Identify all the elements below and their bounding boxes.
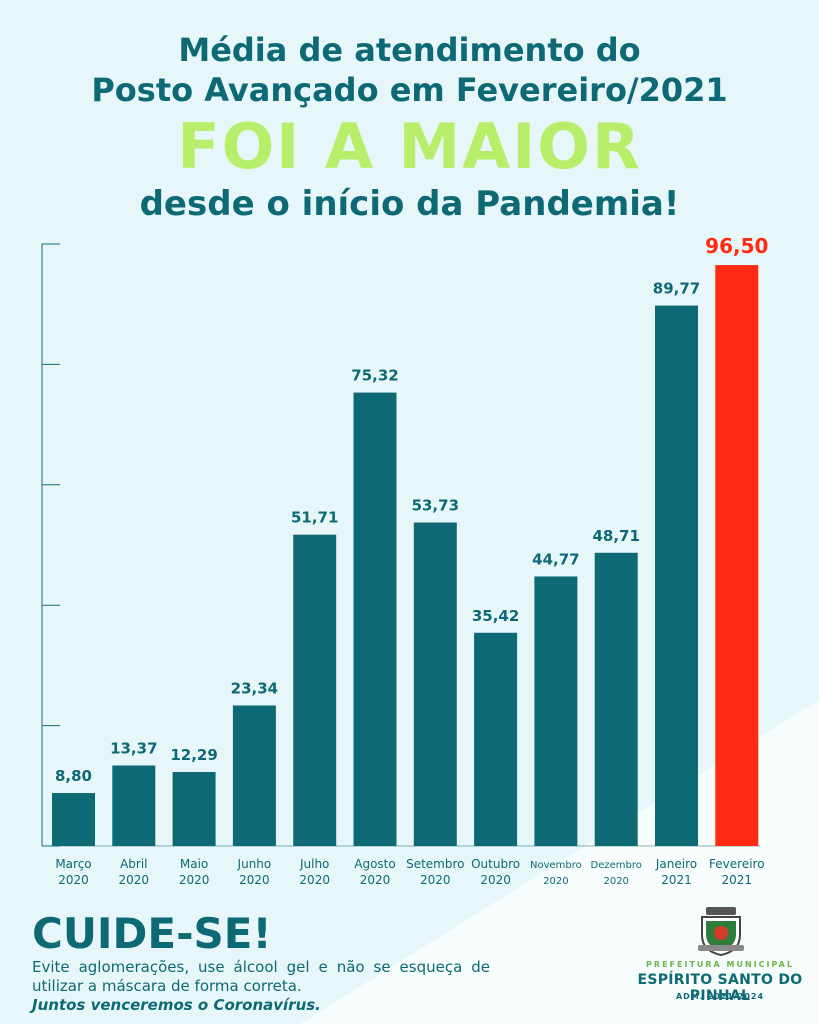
data-label-7: 35,42 [472,607,519,625]
headline-line-1: Média de atendimento do Posto Avançado e… [0,30,819,110]
x-tick-year-8: 2020 [543,876,568,887]
bar-7 [474,632,518,846]
x-tick-year-2: 2020 [179,873,210,887]
x-tick-year-6: 2020 [420,873,451,887]
x-tick-label-3: Junho [237,857,272,871]
headline-highlight: FOI A MAIOR [177,110,642,183]
logo-line-1: PREFEITURA MUNICIPAL [646,960,794,969]
bar-11 [715,265,759,846]
x-tick-label-1: Abril [120,857,147,871]
data-label-10: 89,77 [653,280,700,298]
x-tick-year-4: 2020 [299,873,330,887]
x-tick-year-1: 2020 [119,873,150,887]
data-label-5: 75,32 [351,367,398,385]
headline-text-2: Posto Avançado em Fevereiro/2021 [91,71,728,109]
data-label-0: 8,80 [55,767,92,785]
bar-6 [413,522,457,846]
data-label-9: 48,71 [592,527,639,545]
x-tick-label-0: Março [55,857,91,871]
x-tick-label-2: Maio [180,857,208,871]
footer-title: CUIDE-SE! [32,909,272,958]
headline-text-1: Média de atendimento do [178,31,641,69]
data-label-6: 53,73 [412,497,459,515]
bar-chart: 8,80 Março 2020 13,37 Abril 2020 12,29 Maio 2020… [41,234,768,887]
footer-message-text: Evite aglomerações, use álcool gel e não… [32,958,490,995]
x-tick-label-4: Julho [299,857,329,871]
x-tick-year-10: 2021 [661,873,692,887]
x-tick-year-11: 2021 [722,873,753,887]
x-tick-label-7: Outubro [471,857,520,871]
x-tick-label-11: Fevereiro [709,857,765,871]
data-label-11: 96,50 [705,234,768,258]
bar-5 [353,392,397,846]
x-tick-year-7: 2020 [480,873,511,887]
crest-icon [698,907,744,957]
bar-0 [52,793,95,846]
x-tick-year-9: 2020 [603,876,628,887]
x-tick-year-5: 2020 [360,873,391,887]
x-tick-label-8: Novembro [530,860,582,871]
x-tick-year-3: 2020 [239,873,270,887]
municipal-logo: PREFEITURA MUNICIPAL ESPÍRITO SANTO DO P… [620,900,819,1020]
x-tick-label-6: Setembro [406,857,464,871]
bar-4 [293,534,337,846]
bar-2 [172,772,216,846]
bar-9 [594,552,638,846]
data-label-1: 13,37 [110,740,157,758]
x-tick-label-9: Dezembro [591,860,642,871]
logo-line-2: ESPÍRITO SANTO DO PINHAL [637,972,803,1004]
bar-1 [112,765,156,846]
bar-10 [655,305,698,846]
data-label-8: 44,77 [532,550,579,568]
bar-8 [534,576,578,846]
x-tick-label-5: Agosto [354,857,395,871]
logo-line-3: ADM. 2021/2024 [675,992,765,1001]
data-label-4: 51,71 [291,509,338,527]
footer-message-strong: Juntos venceremos o Coronavírus. [32,996,321,1014]
footer-message: Evite aglomerações, use álcool gel e não… [32,958,490,1015]
x-tick-year-0: 2020 [58,873,89,887]
headline-line-3: desde o início da Pandemia! [139,184,680,224]
data-label-3: 23,34 [231,679,278,697]
x-tick-label-10: Janeiro [655,857,697,871]
data-label-2: 12,29 [170,746,217,764]
bar-3 [232,705,276,846]
